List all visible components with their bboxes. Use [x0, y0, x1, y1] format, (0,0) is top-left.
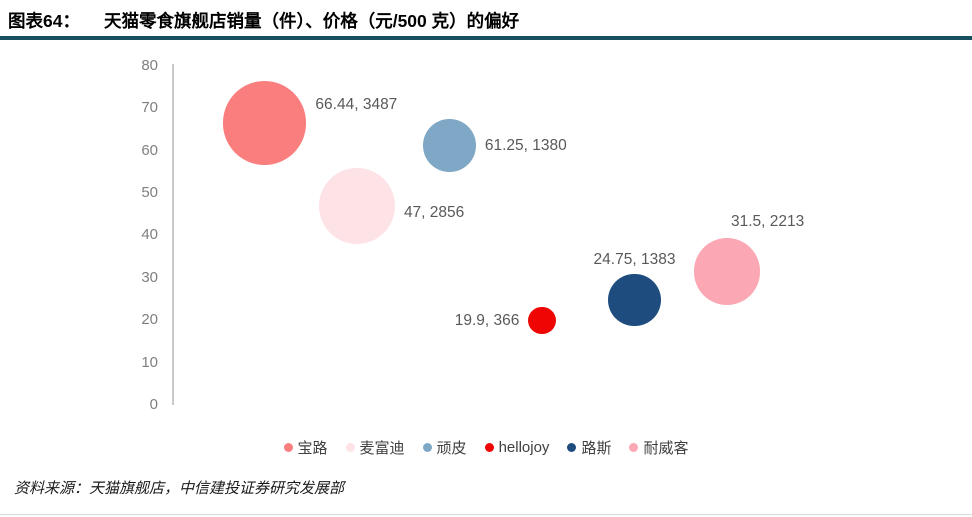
bubble-麦富迪 — [319, 167, 395, 244]
bubble-顽皮 — [423, 118, 476, 172]
y-tick-label-50: 50 — [141, 184, 158, 201]
y-axis-line — [172, 64, 174, 405]
y-tick-label-20: 20 — [141, 311, 158, 329]
legend-item-宝路: 宝路 — [283, 437, 328, 458]
bubble-路斯 — [608, 273, 661, 327]
legend-dot-hellojoy — [484, 443, 494, 452]
header-divider — [0, 36, 972, 40]
legend-dot-路斯 — [567, 443, 577, 452]
bubble-宝路 — [222, 81, 307, 166]
legend-item-麦富迪: 麦富迪 — [345, 437, 405, 458]
legend-dot-宝路 — [283, 443, 293, 452]
y-tick-label-70: 70 — [141, 99, 158, 117]
y-tick-label-80: 80 — [141, 56, 158, 74]
legend-item-hellojoy: hellojoy — [484, 439, 550, 456]
legend: 宝路 麦富迪 顽皮 hellojoy 路斯 耐威客 — [0, 437, 972, 458]
legend-item-顽皮: 顽皮 — [422, 437, 467, 458]
figure-number: 图表64： — [8, 11, 80, 31]
legend-label: 顽皮 — [436, 440, 467, 457]
legend-item-路斯: 路斯 — [567, 437, 611, 458]
legend-dot-顽皮 — [422, 443, 432, 452]
bubble-耐威客 — [693, 238, 761, 305]
legend-label: 耐威客 — [643, 440, 689, 457]
data-label-耐威客: 31.5, 2213 — [731, 213, 805, 231]
legend-dot-耐威客 — [629, 443, 639, 452]
figure-title: 天猫零食旗舰店销量（件）、价格（元/500 克）的偏好 — [103, 11, 520, 31]
data-label-hellojoy: 19.9, 366 — [454, 311, 520, 329]
legend-dot-麦富迪 — [345, 443, 355, 452]
legend-label: 宝路 — [297, 440, 328, 457]
figure-header: 图表64： 天猫零食旗舰店销量（件）、价格（元/500 克）的偏好 — [8, 8, 964, 33]
y-tick-label-10: 10 — [141, 353, 158, 371]
bubble-chart: 0 10 20 30 40 50 60 70 80 66.44, 3487 47, 2856 61.… — [0, 46, 972, 426]
legend-label: hellojoy — [498, 439, 550, 456]
data-label-麦富迪: 47, 2856 — [403, 203, 465, 221]
legend-label: 麦富迪 — [359, 440, 405, 457]
source-note: 资料来源：天猫旗舰店，中信建投证券研究发展部 — [14, 481, 345, 497]
legend-label: 路斯 — [581, 440, 612, 457]
bottom-border — [0, 514, 972, 515]
bubble-hellojoy — [528, 307, 556, 335]
data-label-顽皮: 61.25, 1380 — [484, 137, 567, 155]
y-tick-label-0: 0 — [149, 396, 158, 413]
data-label-宝路: 66.44, 3487 — [315, 96, 398, 114]
y-tick-label-30: 30 — [141, 268, 158, 286]
y-tick-label-40: 40 — [141, 226, 158, 244]
y-tick-label-60: 60 — [141, 141, 158, 159]
data-label-路斯: 24.75, 1383 — [593, 250, 676, 268]
legend-item-耐威客: 耐威客 — [629, 437, 688, 458]
